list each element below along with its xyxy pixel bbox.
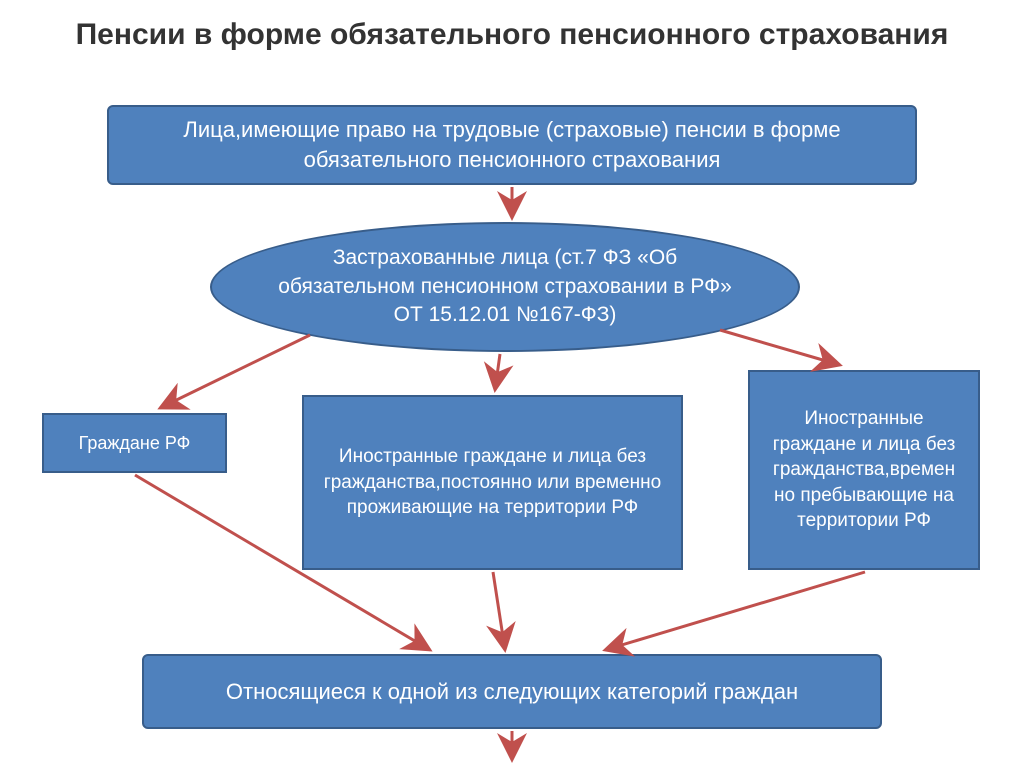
- node-right: Иностранные граждане и лица без гражданс…: [748, 370, 980, 570]
- node-ellipse-label: Застрахованные лица (ст.7 ФЗ «Об обязате…: [272, 244, 738, 329]
- node-top: Лица,имеющие право на трудовые (страховы…: [107, 105, 917, 185]
- node-top-label: Лица,имеющие право на трудовые (страховы…: [124, 115, 900, 174]
- node-mid: Иностранные граждане и лица без гражданс…: [302, 395, 683, 570]
- node-bottom-label: Относящиеся к одной из следующих категор…: [226, 677, 798, 707]
- node-ellipse: Застрахованные лица (ст.7 ФЗ «Об обязате…: [210, 222, 800, 352]
- node-right-label: Иностранные граждане и лица без гражданс…: [765, 406, 963, 534]
- diagram-title: Пенсии в форме обязательного пенсионного…: [0, 0, 1024, 64]
- node-mid-label: Иностранные граждане и лица без гражданс…: [319, 444, 666, 521]
- node-left-label: Граждане РФ: [79, 431, 191, 455]
- node-left: Граждане РФ: [42, 413, 227, 473]
- node-bottom: Относящиеся к одной из следующих категор…: [142, 654, 882, 729]
